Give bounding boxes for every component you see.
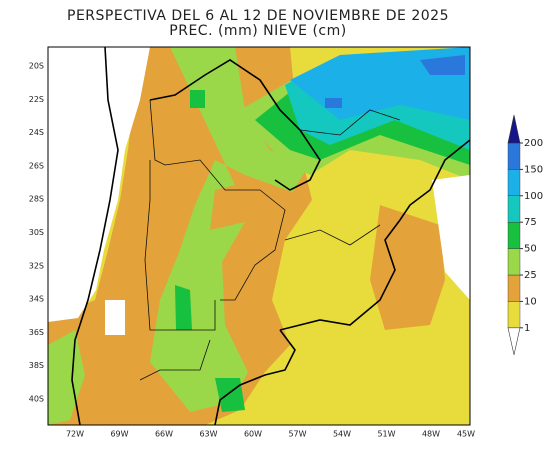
lon-label: 66W: [155, 430, 173, 439]
colorbar-box: [507, 195, 521, 223]
title: PERSPECTIVA DEL 6 AL 12 DE NOVIEMBRE DE …: [67, 8, 449, 24]
colorbar-label: 25: [524, 270, 537, 281]
lon-label: 51W: [377, 430, 395, 439]
lon-label: 69W: [110, 430, 128, 439]
lat-label: 30S: [29, 228, 44, 237]
lat-label: 22S: [29, 95, 44, 104]
colorbar-label: 1: [524, 323, 530, 334]
colorbar-box: [507, 248, 521, 276]
lat-label: 20S: [29, 62, 44, 71]
lon-label: 63W: [199, 430, 217, 439]
lon-label: 60W: [244, 430, 262, 439]
map-frame: [47, 46, 471, 426]
colorbar-box: [507, 221, 521, 249]
colorbar-box: [507, 142, 521, 170]
colorbar-label: 150: [524, 164, 543, 175]
colorbar-label: 75: [524, 217, 537, 228]
lon-label: 72W: [66, 430, 84, 439]
lat-label: 34S: [29, 295, 44, 304]
lat-label: 28S: [29, 195, 44, 204]
colorbar-label: 200: [524, 138, 543, 149]
colorbar-label: 10: [524, 296, 537, 307]
colorbar-label: 50: [524, 244, 537, 255]
colorbar-box: [507, 169, 521, 196]
lon-label: 45W: [457, 430, 475, 439]
lat-label: 38S: [29, 361, 44, 370]
lon-label: 54W: [333, 430, 351, 439]
lat-label: 36S: [29, 328, 44, 337]
colorbar-arrow-high: [507, 114, 521, 144]
lat-label: 26S: [29, 161, 44, 170]
subtitle: PREC. (mm) NIEVE (cm): [169, 23, 346, 39]
map: [48, 47, 470, 425]
lat-label: 32S: [29, 261, 44, 270]
colorbar-label: 100: [524, 191, 543, 202]
colorbar-box: [507, 274, 521, 302]
lon-label: 48W: [422, 430, 440, 439]
colorbar-box: [507, 301, 521, 328]
lat-label: 24S: [29, 128, 44, 137]
lat-label: 40S: [29, 395, 44, 404]
colorbar-arrow-low: [507, 327, 521, 355]
lon-label: 57W: [288, 430, 306, 439]
